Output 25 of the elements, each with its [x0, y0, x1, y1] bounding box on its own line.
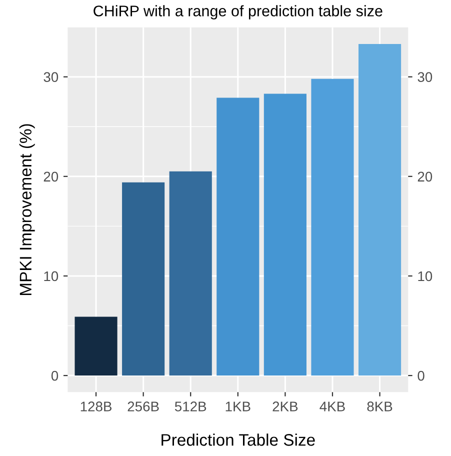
y-tick-label: 30: [44, 72, 58, 82]
y2-tick-label: 10: [418, 271, 432, 282]
x-axis-title: Prediction Table Size: [162, 434, 315, 446]
y2-tick-label: 0: [418, 370, 424, 381]
bar: [122, 182, 165, 376]
x-tick-label: 2KB: [272, 402, 298, 412]
x-tick-label: 4KB: [320, 402, 345, 412]
x-tick-label: 8KB: [367, 402, 392, 412]
bar: [216, 98, 260, 376]
bar: [74, 316, 118, 376]
bar: [264, 94, 306, 376]
y2-tick-label: 20: [418, 172, 432, 182]
y-tick-label: 20: [44, 172, 58, 182]
x-tick-label: 512B: [174, 402, 206, 412]
bar: [169, 171, 212, 376]
chart-title: CHiRP with a range of prediction table size: [94, 5, 382, 20]
y2-tick-label: 30: [418, 72, 432, 82]
x-tick-label: 256B: [128, 402, 159, 412]
y-axis-title: MPKI Improvement (%): [19, 124, 35, 295]
x-tick-label: 1KB: [226, 402, 250, 412]
x-tick-label: 128B: [80, 402, 112, 412]
y-tick-label: 10: [44, 271, 58, 282]
bar: [358, 44, 402, 376]
y-tick-label: 0: [51, 370, 58, 381]
bar: [311, 78, 354, 376]
